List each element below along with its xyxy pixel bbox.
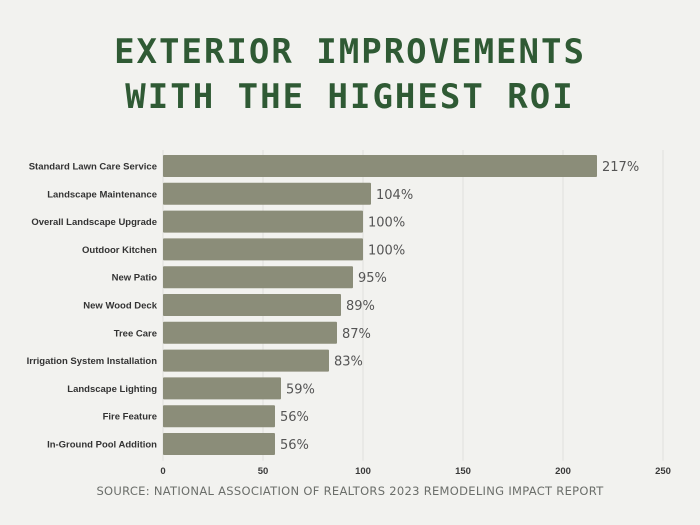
category-label: Fire Feature (103, 412, 157, 423)
category-label: Tree Care (114, 328, 157, 339)
category-label: Overall Landscape Upgrade (31, 217, 157, 228)
data-label: 83% (334, 355, 363, 370)
source-note: SOURCE: NATIONAL ASSOCIATION OF REALTORS… (96, 484, 604, 498)
bar (163, 155, 597, 177)
category-label: New Wood Deck (83, 301, 157, 312)
bar (163, 433, 275, 455)
x-tick-label: 100 (355, 466, 371, 477)
category-label: Landscape Lighting (67, 384, 157, 395)
title-line-1: EXTERIOR IMPROVEMENTS (114, 32, 586, 72)
bar (163, 182, 371, 205)
title-line-2: WITH THE HIGHEST ROI (125, 77, 575, 117)
data-label: 59% (286, 382, 315, 397)
x-tick-label: 250 (655, 466, 671, 477)
x-tick-label: 0 (160, 466, 165, 477)
category-label: In-Ground Pool Addition (47, 440, 157, 451)
data-label: 89% (346, 299, 375, 314)
data-label: 217% (602, 160, 639, 175)
data-label: 95% (358, 271, 387, 286)
bar (163, 321, 337, 344)
category-label: Landscape Maintenance (47, 189, 157, 200)
data-label: 56% (280, 438, 309, 453)
x-tick-label: 150 (455, 466, 471, 477)
bar (163, 294, 341, 316)
data-label: 100% (368, 243, 405, 258)
bar (163, 349, 329, 372)
bar (163, 377, 281, 400)
x-tick-label: 200 (555, 466, 571, 477)
chart-title: EXTERIOR IMPROVEMENTS WITH THE HIGHEST RO… (0, 30, 700, 120)
category-label: Standard Lawn Care Service (29, 162, 157, 173)
data-label: 100% (368, 216, 405, 231)
bar (163, 266, 353, 289)
bar (163, 405, 275, 428)
category-label: Outdoor Kitchen (82, 245, 157, 256)
category-label: New Patio (112, 273, 158, 284)
data-label: 87% (342, 327, 371, 342)
x-tick-label: 50 (258, 466, 269, 477)
data-label: 56% (280, 410, 309, 425)
data-label: 104% (376, 188, 413, 203)
bar (163, 210, 363, 233)
bar (163, 238, 363, 261)
category-label: Irrigation System Installation (27, 356, 158, 367)
